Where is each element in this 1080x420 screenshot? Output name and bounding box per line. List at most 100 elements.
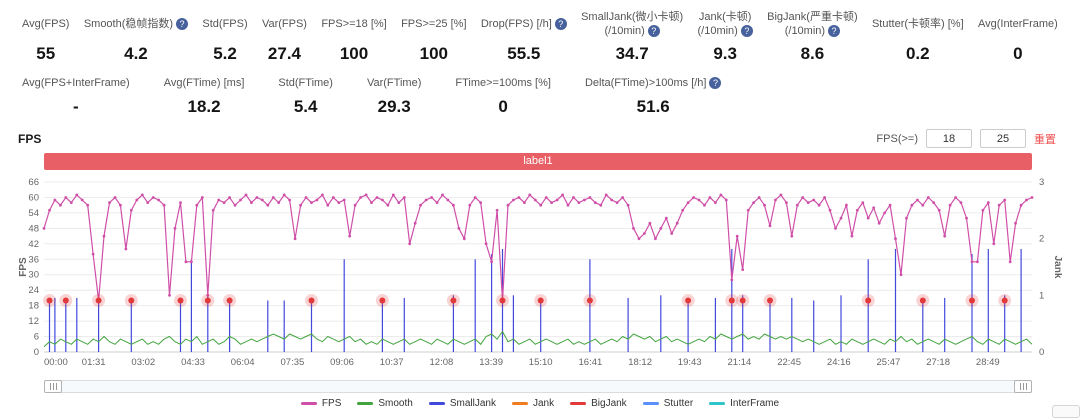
- reset-link[interactable]: 重置: [1034, 133, 1056, 146]
- svg-text:10:37: 10:37: [380, 357, 404, 368]
- legend-label: SmallJank: [449, 398, 496, 409]
- legend-marker: [709, 402, 726, 405]
- metric-value: 0.2: [905, 44, 930, 63]
- metric-label: Drop(FPS) [/h]?: [481, 10, 567, 38]
- chart-scrollbar[interactable]: [44, 380, 1032, 393]
- metric-smooth: Smooth(稳帧指数)? 4.2: [80, 10, 192, 64]
- legend-label: Smooth: [378, 398, 413, 409]
- legend-item-fps[interactable]: FPS: [300, 398, 342, 409]
- svg-text:12: 12: [28, 316, 39, 327]
- legend-item-smooth[interactable]: Smooth: [357, 398, 413, 409]
- metric-jank: Jank(卡顿) (/10min)? 9.3: [693, 10, 756, 64]
- metric-value: 27.4: [267, 44, 302, 63]
- legend-item-interframe[interactable]: InterFrame: [709, 398, 779, 409]
- metric-value: 5.2: [213, 44, 237, 63]
- y-axis-right-title: Jank: [1052, 256, 1062, 279]
- metric-value: 29.3: [377, 97, 411, 116]
- metric-label: Var(FTime): [366, 77, 422, 90]
- svg-text:27:18: 27:18: [926, 357, 950, 368]
- metric-label: FPS>=25 [%]: [401, 17, 467, 30]
- metric-label: BigJank(严重卡顿) (/10min)?: [767, 10, 858, 38]
- metric-label: Stutter(卡顿率) [%]: [871, 17, 964, 30]
- metric-var-fps: Var(FPS) 27.4: [258, 10, 311, 64]
- metric-std-ftime: Std(FTime) 5.4: [274, 76, 337, 117]
- legend-marker: [511, 402, 528, 405]
- svg-text:19:43: 19:43: [678, 357, 702, 368]
- legend-marker: [300, 402, 317, 405]
- fps-chart[interactable]: 0 6 12 18 24 30 36 42 48 54 60 66 0 1 2 3 00:00 01:31 03:0…: [18, 172, 1062, 377]
- chart-legend: FPS Smooth SmallJank Jank BigJank Stutter Inte…: [18, 398, 1062, 409]
- legend-marker: [357, 402, 374, 405]
- svg-text:24:16: 24:16: [827, 357, 851, 368]
- svg-text:6: 6: [34, 332, 39, 343]
- svg-text:60: 60: [28, 193, 39, 204]
- legend-label: FPS: [321, 398, 342, 409]
- metric-label: FTime>=100ms [%]: [455, 77, 551, 90]
- metric-ftime-100ms: FTime>=100ms [%] 0: [451, 76, 555, 117]
- svg-text:18:12: 18:12: [628, 357, 652, 368]
- metric-value: 0: [498, 97, 508, 116]
- legend-item-jank[interactable]: Jank: [511, 398, 554, 409]
- legend-label: Stutter: [663, 398, 694, 409]
- svg-text:36: 36: [28, 254, 39, 265]
- svg-text:2: 2: [1039, 234, 1044, 245]
- metric-value: 55.5: [507, 44, 541, 63]
- help-icon[interactable]: ?: [709, 77, 722, 90]
- metric-delta-ftime-100ms-h: Delta(FTime)>100ms [/h]? 51.6: [581, 76, 726, 117]
- metric-avg-interframe: Avg(InterFrame) 0: [974, 10, 1062, 64]
- metric-label: FPS>=18 [%]: [321, 17, 387, 30]
- svg-text:30: 30: [28, 270, 39, 281]
- legend-item-bigjank[interactable]: BigJank: [570, 398, 627, 409]
- metric-value: 100: [419, 44, 448, 63]
- fps-threshold-input-1[interactable]: [926, 129, 972, 148]
- metric-avg-ftime-ms: Avg(FTime) [ms] 18.2: [160, 76, 249, 117]
- help-icon[interactable]: ?: [828, 25, 841, 38]
- metric-fps-18: FPS>=18 [%] 100: [317, 10, 390, 64]
- svg-text:0: 0: [1039, 347, 1044, 358]
- metric-bigjank: BigJank(严重卡顿) (/10min)? 8.6: [763, 10, 861, 64]
- metric-label: Std(FPS): [202, 17, 248, 30]
- metric-label: Jank(卡顿) (/10min)?: [697, 10, 753, 38]
- legend-marker: [642, 402, 659, 405]
- metric-smalljank: SmallJank(微小卡顿) (/10min)? 34.7: [577, 10, 687, 64]
- scrollbar-left-handle[interactable]: [44, 380, 62, 393]
- legend-label: InterFrame: [730, 398, 780, 409]
- svg-text:12:08: 12:08: [430, 357, 454, 368]
- smooth-line-series: [43, 330, 1033, 348]
- metric-value: 8.6: [800, 44, 825, 63]
- svg-text:13:39: 13:39: [479, 357, 503, 368]
- help-icon[interactable]: ?: [647, 25, 660, 38]
- metrics-row-2: Avg(FPS+InterFrame) - Avg(FTime) [ms] 18.2 S…: [18, 76, 1062, 117]
- svg-text:28:49: 28:49: [976, 357, 1000, 368]
- svg-text:22:45: 22:45: [777, 357, 801, 368]
- corner-control[interactable]: [1052, 405, 1080, 418]
- metric-label: Avg(FPS+InterFrame): [22, 77, 130, 90]
- metric-value: 51.6: [636, 97, 670, 116]
- chart-header: FPS FPS(>=) 重置: [18, 129, 1062, 148]
- metric-label: Avg(FTime) [ms]: [163, 77, 245, 90]
- metric-fps-25: FPS>=25 [%] 100: [397, 10, 470, 64]
- legend-item-smalljank[interactable]: SmallJank: [428, 398, 496, 409]
- help-icon[interactable]: ?: [554, 17, 567, 30]
- metric-label: SmallJank(微小卡顿) (/10min)?: [581, 10, 684, 38]
- metric-stutter: Stutter(卡顿率) [%] 0.2: [868, 10, 968, 64]
- fps-threshold-controls: FPS(>=) 重置: [876, 129, 1062, 148]
- metric-std-fps: Std(FPS) 5.2: [198, 10, 251, 64]
- x-axis: 00:00 01:31 03:02 04:33 06:04 07:35 09:06 10:37…: [44, 357, 1000, 368]
- fps-threshold-input-2[interactable]: [980, 129, 1026, 148]
- legend-item-stutter[interactable]: Stutter: [642, 398, 694, 409]
- legend-marker: [428, 402, 445, 405]
- help-icon[interactable]: ?: [176, 17, 189, 30]
- help-icon[interactable]: ?: [740, 25, 753, 38]
- svg-text:01:31: 01:31: [82, 357, 106, 368]
- metric-value: 4.2: [124, 44, 148, 63]
- y-axis-left-title: FPS: [18, 257, 29, 277]
- scrollbar-right-handle[interactable]: [1014, 380, 1032, 393]
- svg-text:18: 18: [28, 301, 39, 312]
- svg-text:42: 42: [28, 239, 39, 250]
- metric-value: 18.2: [187, 97, 221, 116]
- svg-text:07:35: 07:35: [281, 357, 305, 368]
- svg-text:54: 54: [28, 208, 39, 219]
- y-axis-right: 0 1 2 3: [1039, 177, 1044, 358]
